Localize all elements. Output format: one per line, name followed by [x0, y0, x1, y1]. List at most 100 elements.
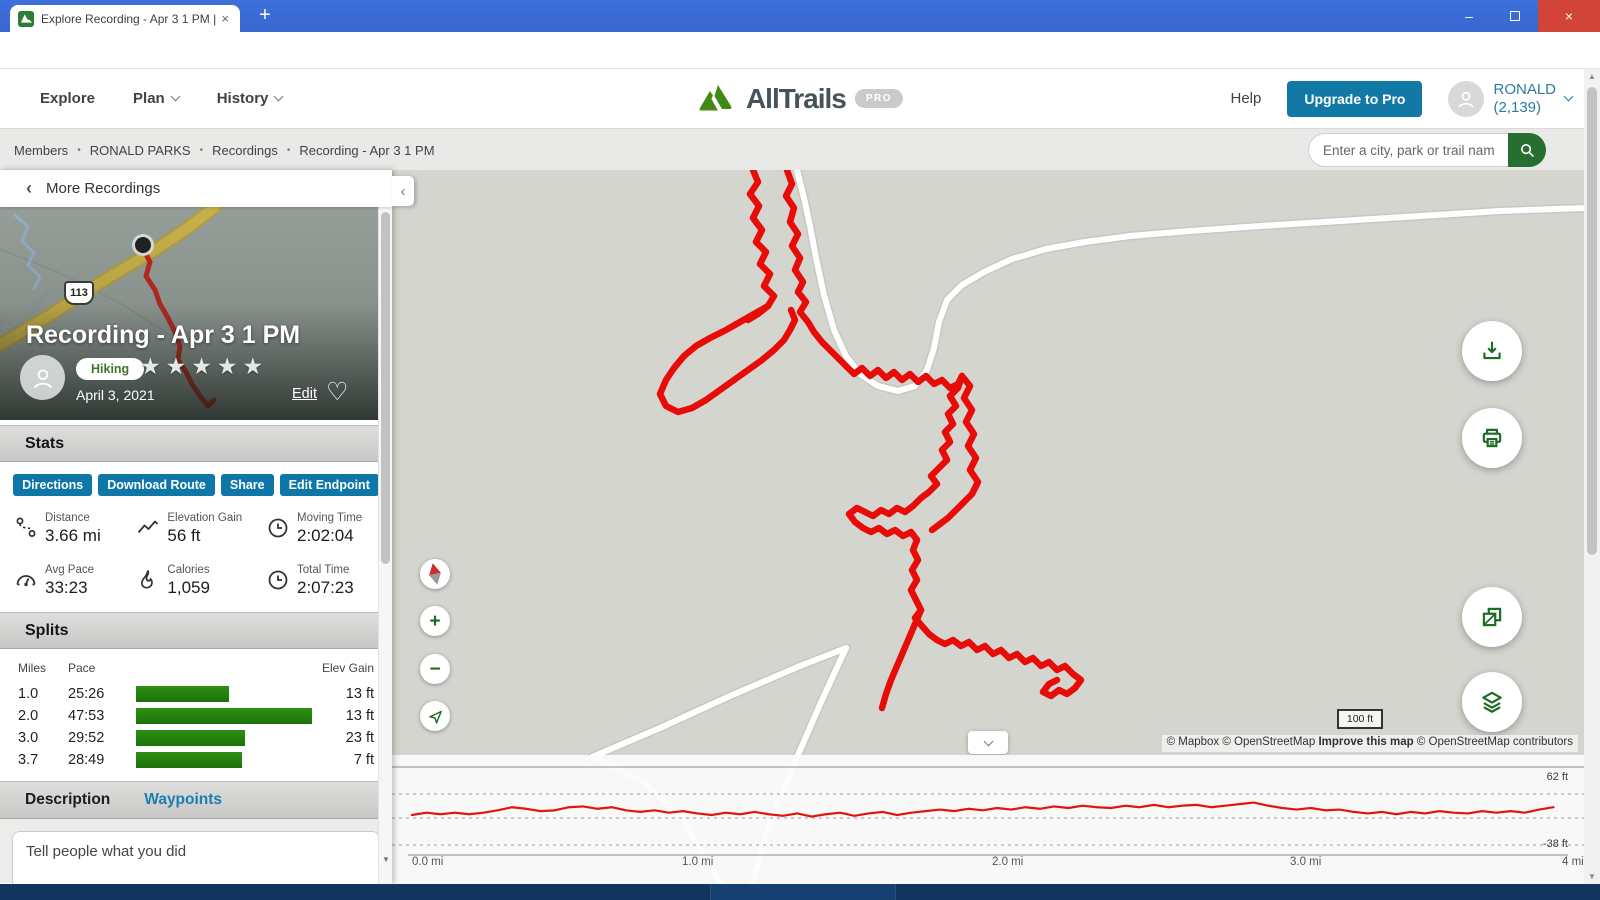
elevation-chart[interactable]: 62 ft -38 ft 0.0 mi 1.0 mi 2.0 mi 3.0 mi…	[392, 755, 1584, 884]
tab-title: Explore Recording - Apr 3 1 PM |	[41, 11, 217, 26]
bottom-bar	[0, 884, 1600, 900]
browser-tab[interactable]: Explore Recording - Apr 3 1 PM | ×	[10, 5, 240, 32]
route-line	[744, 170, 778, 324]
breadcrumb: Members • RONALD PARKS • Recordings • Recor…	[14, 142, 435, 158]
download-route-button[interactable]: Download Route	[98, 474, 215, 496]
pace-bar	[136, 730, 246, 746]
scroll-up-icon[interactable]: ▲	[1588, 72, 1596, 81]
new-tab-button[interactable]: +	[259, 4, 271, 26]
more-recordings-back[interactable]: ‹ More Recordings	[0, 170, 392, 207]
activity-badge[interactable]: Hiking	[76, 358, 145, 380]
splits-col-pace: Pace	[68, 661, 96, 675]
metric-avg-pace: Avg Pace 33:23	[14, 564, 136, 598]
elevation-icon	[138, 520, 159, 534]
zoom-in-button[interactable]: +	[420, 606, 450, 636]
route-distance-icon	[16, 517, 36, 537]
breadcrumb-bar: Members • RONALD PARKS • Recordings • Recor…	[0, 128, 1600, 170]
star-icon[interactable]: ★	[191, 353, 212, 379]
metric-moving-time: Moving Time 2:02:04	[266, 512, 386, 546]
scroll-down-icon[interactable]: ▼	[1588, 872, 1596, 881]
search-input[interactable]	[1308, 133, 1508, 167]
page-scrollbar[interactable]: ▲ ▼	[1584, 69, 1600, 884]
flame-icon	[141, 570, 154, 589]
tab-close-icon[interactable]: ×	[221, 11, 229, 26]
attrib-osm[interactable]: © OpenStreetMap	[1222, 736, 1316, 748]
sidebar-scrollbar-thumb[interactable]	[381, 212, 390, 564]
window-minimize-button[interactable]: –	[1465, 8, 1473, 24]
attrib-mapbox[interactable]: © Mapbox	[1166, 736, 1220, 748]
elevation-chart-collapse-button[interactable]	[968, 731, 1008, 754]
elevation-chart-svg	[392, 766, 1584, 856]
user-menu[interactable]: RONALD (2,139)	[1448, 80, 1574, 117]
print-map-button[interactable]	[1462, 408, 1522, 468]
zoom-out-button[interactable]: −	[420, 654, 450, 684]
elevation-max-label: 62 ft	[1546, 771, 1568, 783]
navigation-arrow-icon	[428, 710, 442, 724]
route-line	[928, 372, 982, 534]
window-restore-button[interactable]	[1492, 0, 1538, 32]
detail-tabs: Description Waypoints	[0, 781, 392, 819]
stats-actions: Directions Download Route Share Edit End…	[0, 462, 392, 504]
chevron-down-icon	[1563, 91, 1574, 102]
window-close-button[interactable]: ×	[1538, 0, 1600, 32]
compass-control[interactable]	[420, 559, 450, 589]
logo-text: AllTrails	[745, 82, 847, 114]
help-link[interactable]: Help	[1230, 90, 1262, 107]
clock-icon	[268, 518, 288, 538]
chevron-left-icon: ‹	[26, 178, 32, 198]
recording-sidebar: ‹ More Recordings 113 orcester Hwy Recor…	[0, 170, 392, 891]
user-name: RONALD	[1493, 80, 1556, 98]
favorite-heart-icon[interactable]: ♡	[326, 378, 349, 406]
tab-waypoints[interactable]: Waypoints	[144, 791, 223, 808]
edit-link[interactable]: Edit	[292, 386, 317, 402]
search-button[interactable]	[1508, 133, 1546, 167]
chevron-down-icon	[273, 91, 284, 102]
crumb-members[interactable]: Members	[14, 142, 69, 158]
pro-badge: PRO	[854, 89, 904, 108]
pace-bar	[136, 752, 242, 768]
crumb-recordings[interactable]: Recordings	[212, 142, 278, 158]
splits-col-miles: Miles	[18, 661, 47, 675]
map-scale: 100 ft	[1337, 709, 1383, 729]
sidebar-scrollbar[interactable]: ▼	[378, 207, 392, 884]
alltrails-logo[interactable]: AllTrails PRO	[697, 69, 904, 128]
recording-avatar	[20, 355, 65, 400]
tab-description[interactable]: Description	[25, 791, 111, 808]
attrib-improve-link[interactable]: Improve this map	[1318, 736, 1414, 748]
directions-button[interactable]: Directions	[13, 474, 93, 496]
nav-history[interactable]: History	[217, 90, 284, 107]
map-overlay-button[interactable]	[1462, 587, 1522, 647]
star-icon[interactable]: ★	[140, 353, 161, 379]
xtick-1: 1.0 mi	[682, 856, 714, 868]
compass-icon	[426, 561, 444, 587]
download-map-button[interactable]	[1462, 321, 1522, 381]
nav-plan[interactable]: Plan	[133, 90, 181, 107]
upgrade-to-pro-button[interactable]: Upgrade to Pro	[1287, 80, 1423, 117]
stats-section-header: Stats	[0, 425, 392, 462]
xtick-3: 3.0 mi	[1290, 856, 1322, 868]
splits-section-header: Splits	[0, 612, 392, 649]
metric-total-time: Total Time 2:07:23	[266, 564, 386, 598]
person-icon	[1458, 91, 1475, 108]
alltrails-mountain-icon	[699, 84, 732, 110]
rating-stars[interactable]: ★ ★ ★ ★ ★	[140, 353, 263, 380]
star-icon[interactable]: ★	[242, 353, 264, 379]
map-layers-button[interactable]	[1462, 672, 1522, 732]
sidebar-collapse-button[interactable]: ‹	[392, 176, 414, 206]
star-icon[interactable]: ★	[165, 353, 187, 379]
star-icon[interactable]: ★	[216, 353, 238, 379]
crumb-current: Recording - Apr 3 1 PM	[299, 142, 435, 158]
locate-button[interactable]	[420, 701, 450, 731]
attrib-contrib[interactable]: © OpenStreetMap contributors	[1416, 736, 1573, 748]
nav-explore[interactable]: Explore	[40, 90, 96, 107]
split-row: 1.0 25:26 13 ft	[18, 686, 374, 702]
share-button[interactable]: Share	[220, 474, 274, 496]
chevron-down-icon	[170, 91, 181, 102]
edit-endpoint-button[interactable]: Edit Endpoint	[279, 474, 379, 496]
crumb-user[interactable]: RONALD PARKS	[89, 142, 191, 158]
page-scrollbar-thumb[interactable]	[1587, 87, 1597, 555]
scroll-down-icon[interactable]: ▼	[382, 855, 390, 864]
split-row: 3.0 29:52 23 ft	[18, 730, 374, 746]
description-textarea[interactable]: Tell people what you did	[12, 831, 380, 891]
metric-calories: Calories 1,059	[136, 564, 266, 598]
